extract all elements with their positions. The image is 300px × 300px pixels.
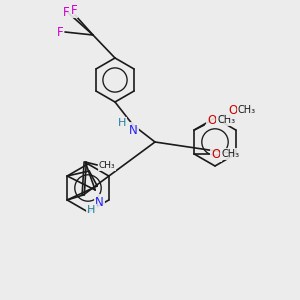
Text: CH₃: CH₃ [238,105,256,115]
Text: F: F [57,26,63,38]
Text: N: N [95,196,103,208]
Text: O: O [208,113,217,127]
Text: N: N [129,124,137,136]
Text: H: H [118,118,126,128]
Text: O: O [212,148,221,160]
Text: CH₃: CH₃ [217,115,235,125]
Text: F: F [71,4,77,16]
Text: CH₃: CH₃ [99,161,116,170]
Text: F: F [63,7,69,20]
Text: H: H [87,205,95,215]
Text: O: O [228,103,238,116]
Text: CH₃: CH₃ [221,149,239,159]
